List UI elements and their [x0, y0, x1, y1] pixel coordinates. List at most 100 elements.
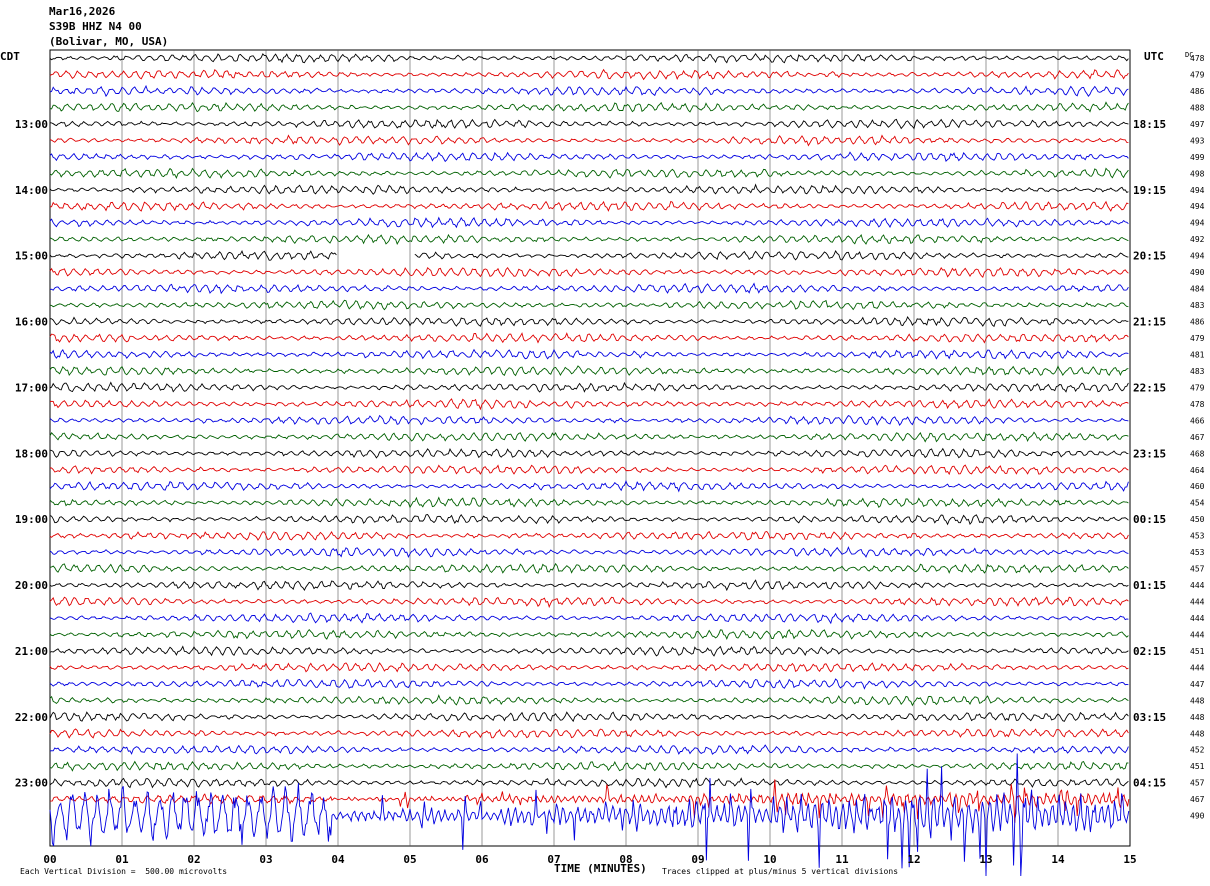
x-tick-label: 08	[619, 853, 632, 866]
x-tick-label: 11	[835, 853, 849, 866]
dc-offset-label: 444	[1190, 581, 1205, 590]
dc-offset-label: 494	[1190, 252, 1205, 261]
seismic-trace-row	[49, 779, 1130, 823]
cdt-time-label: 23:00	[15, 777, 48, 790]
cdt-time-label: 18:00	[15, 447, 48, 460]
dc-offset-label: 478	[1190, 400, 1205, 409]
dc-offset-label: 466	[1190, 416, 1205, 425]
seismic-trace-row	[49, 183, 1129, 195]
x-tick-label: 00	[43, 853, 56, 866]
dc-offset-label: 488	[1190, 103, 1205, 112]
seismic-trace-row	[49, 365, 1129, 377]
dc-offset-label: 468	[1190, 449, 1205, 458]
dc-offset-label: 486	[1190, 87, 1205, 96]
seismic-trace-row	[49, 464, 1129, 476]
dc-offset-label: 490	[1190, 812, 1205, 821]
dc-offset-label: 454	[1190, 499, 1205, 508]
dc-offset-label: 464	[1190, 466, 1205, 475]
dc-offset-label: 494	[1190, 219, 1205, 228]
dc-offset-label: 493	[1190, 136, 1205, 145]
seismic-trace-row	[49, 316, 1129, 328]
plot-frame	[49, 49, 1131, 847]
dc-offset-label: 444	[1190, 630, 1205, 639]
utc-time-label: 02:15	[1133, 645, 1166, 658]
seismic-trace-row	[49, 398, 1129, 411]
dc-offset-label: 494	[1190, 202, 1205, 211]
seismic-trace-row	[49, 744, 1129, 755]
seismic-trace-row	[49, 562, 1129, 574]
x-tick-label: 03	[259, 853, 272, 866]
x-tick-label: 13	[979, 853, 992, 866]
seismic-trace-row	[49, 282, 1129, 295]
dc-offset-label: 499	[1190, 153, 1205, 162]
seismic-trace-row	[49, 678, 1129, 690]
seismic-trace-row	[49, 381, 1129, 393]
header-station: S39B HHZ N4 00	[49, 20, 142, 33]
seismic-trace-row	[49, 101, 1129, 113]
x-tick-label: 04	[331, 853, 345, 866]
seismic-trace-row	[49, 530, 1129, 541]
x-tick-label: 12	[907, 853, 920, 866]
seismic-trace-row	[49, 760, 1129, 772]
cdt-time-label: 21:00	[15, 645, 48, 658]
utc-time-label: 01:15	[1133, 579, 1166, 592]
dc-offset-label: 448	[1190, 729, 1205, 738]
cdt-time-label: 20:00	[15, 579, 48, 592]
x-tick-label: 15	[1123, 853, 1136, 866]
dc-offset-label: 444	[1190, 614, 1205, 623]
cdt-time-label: 14:00	[15, 184, 48, 197]
dc-offset-label: 444	[1190, 598, 1205, 607]
x-tick-label: 02	[187, 853, 200, 866]
header-location: (Bolivar, MO, USA)	[49, 35, 169, 48]
dc-offset-label: 486	[1190, 318, 1205, 327]
seismic-trace-row	[49, 167, 1129, 180]
dc-offset-label: 452	[1190, 746, 1205, 755]
x-tick-label: 10	[763, 853, 776, 866]
utc-time-label: 03:15	[1133, 711, 1166, 724]
seismic-trace-row	[49, 546, 1129, 559]
seismic-trace-row	[49, 579, 1129, 592]
cdt-time-label: 22:00	[15, 711, 48, 724]
x-tick-label: 14	[1051, 853, 1065, 866]
seismic-trace-row	[49, 480, 1129, 493]
seismic-trace-row	[49, 612, 1129, 625]
header-date: Mar16,2026	[49, 5, 116, 18]
seismic-trace-row	[49, 200, 1129, 212]
x-tick-label: 07	[547, 853, 560, 866]
scale-note: Each Vertical Division = 500.00 microvol…	[20, 867, 228, 876]
seismic-trace-row	[49, 595, 1129, 609]
dc-offset-label: 448	[1190, 713, 1205, 722]
seismic-trace-row	[49, 332, 1129, 344]
dc-offset-label: 451	[1190, 762, 1205, 771]
dc-offset-label: 483	[1190, 301, 1205, 310]
dc-offset-label: 453	[1190, 548, 1205, 557]
seismic-trace-row	[49, 447, 1129, 459]
seismic-trace-row	[49, 694, 1129, 707]
dc-offset-label: 460	[1190, 482, 1205, 491]
utc-time-label: 20:15	[1133, 250, 1166, 263]
seismic-trace-row	[49, 628, 1129, 640]
dc-offset-label: 484	[1190, 285, 1205, 294]
dc-offset-label: 457	[1190, 565, 1205, 574]
seismic-trace-row	[49, 662, 1129, 673]
cdt-time-label: 19:00	[15, 513, 48, 526]
x-axis-title: TIME (MINUTES)	[554, 862, 647, 875]
x-tick-label: 06	[475, 853, 489, 866]
seismic-trace-row	[49, 84, 1129, 98]
seismic-trace-row	[49, 414, 1129, 426]
cdt-time-label: 16:00	[15, 316, 48, 329]
x-tick-label: 01	[115, 853, 129, 866]
seismic-trace-row	[49, 777, 1129, 789]
dc-offset-label: 497	[1190, 120, 1205, 129]
dc-offset-label: 479	[1190, 334, 1205, 343]
seismic-trace-row	[49, 134, 1129, 147]
seismic-trace-row	[49, 431, 1129, 443]
utc-time-label: 18:15	[1133, 118, 1166, 131]
dc-offset-label: 453	[1190, 532, 1205, 541]
seismic-trace-row	[49, 348, 1129, 360]
cdt-time-label: 15:00	[15, 250, 48, 263]
cdt-time-label: 17:00	[15, 381, 48, 394]
seismic-trace-row	[49, 299, 1129, 311]
seismic-trace-row	[49, 513, 1129, 526]
